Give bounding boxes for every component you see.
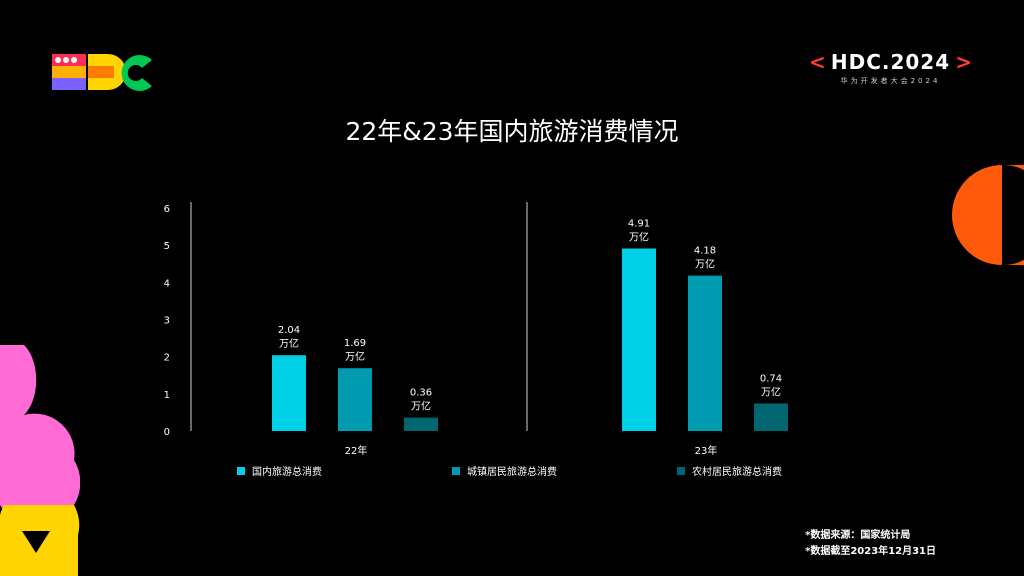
data-label: 4.18 bbox=[694, 246, 716, 257]
data-label: 2.04 bbox=[278, 325, 300, 336]
y-tick-label: 4 bbox=[164, 278, 170, 289]
brand-bracket-right: > bbox=[955, 50, 972, 74]
data-label: 4.91 bbox=[628, 219, 650, 230]
brand-name: HDC.2024 bbox=[830, 50, 951, 74]
y-tick-label: 0 bbox=[164, 427, 170, 438]
hdc-logo bbox=[52, 54, 152, 91]
data-label: 万亿 bbox=[629, 231, 649, 244]
x-category-label: 23年 bbox=[695, 444, 718, 457]
brand-bracket-left: < bbox=[809, 50, 826, 74]
data-label: 万亿 bbox=[761, 385, 781, 398]
y-tick-label: 1 bbox=[164, 390, 170, 401]
y-tick-label: 2 bbox=[164, 353, 170, 364]
y-tick-label: 6 bbox=[164, 204, 170, 215]
hdc-2024-brand: < HDC.2024 > 华为开发者大会2024 bbox=[809, 50, 972, 86]
pink-flower-decoration bbox=[0, 345, 80, 515]
yellow-shape-decoration bbox=[0, 505, 80, 576]
data-label: 万亿 bbox=[345, 350, 365, 363]
legend-label: 农村居民旅游总消费 bbox=[692, 465, 782, 478]
legend-swatch bbox=[677, 467, 685, 475]
x-category-label: 22年 bbox=[345, 444, 368, 457]
data-label: 万亿 bbox=[695, 258, 715, 271]
legend-label: 国内旅游总消费 bbox=[252, 465, 322, 478]
y-tick-label: 5 bbox=[164, 241, 170, 252]
cutoff-note: *数据截至2023年12月31日 bbox=[805, 546, 936, 557]
legend-label: 城镇居民旅游总消费 bbox=[467, 465, 557, 478]
page-title: 22年&23年国内旅游消费情况 bbox=[345, 117, 679, 146]
bar bbox=[338, 368, 372, 431]
data-label: 1.69 bbox=[344, 338, 366, 349]
data-label: 0.36 bbox=[410, 388, 432, 399]
y-tick-label: 3 bbox=[164, 316, 170, 327]
data-label: 万亿 bbox=[279, 337, 299, 350]
bar bbox=[622, 248, 656, 431]
bar bbox=[754, 403, 788, 431]
data-source-footnote: *数据来源：国家统计局 *数据截至2023年12月31日 bbox=[805, 528, 936, 560]
data-label: 万亿 bbox=[411, 400, 431, 413]
legend-swatch bbox=[237, 467, 245, 475]
brand-subtitle: 华为开发者大会2024 bbox=[840, 77, 941, 85]
bar bbox=[688, 275, 722, 431]
source-note: *数据来源：国家统计局 bbox=[805, 530, 911, 541]
data-label: 0.74 bbox=[760, 373, 782, 384]
bar bbox=[272, 355, 306, 431]
orange-half-circle-decoration bbox=[952, 165, 1024, 265]
bar bbox=[404, 417, 438, 431]
legend-swatch bbox=[452, 467, 460, 475]
